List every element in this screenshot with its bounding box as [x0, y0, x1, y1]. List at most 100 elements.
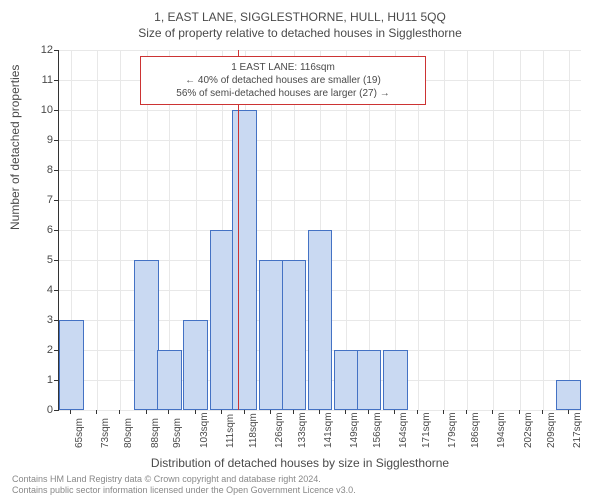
x-tick-mark [466, 410, 467, 414]
gridline-v [520, 50, 521, 410]
x-axis-label: Distribution of detached houses by size … [0, 456, 600, 470]
histogram-bar [59, 320, 84, 410]
y-tick-label: 10 [33, 104, 53, 116]
y-tick-label: 9 [33, 134, 53, 146]
x-tick-label: 141sqm [323, 412, 334, 448]
histogram-bar [232, 110, 257, 410]
x-tick-label: 126sqm [274, 412, 285, 448]
y-tick-mark [54, 50, 58, 51]
y-tick-label: 11 [33, 74, 53, 86]
y-tick-mark [54, 350, 58, 351]
x-tick-mark [270, 410, 271, 414]
gridline-v [569, 50, 570, 410]
x-tick-mark [492, 410, 493, 414]
x-tick-mark [168, 410, 169, 414]
info-box-line3: 56% of semi-detached houses are larger (… [149, 87, 417, 100]
x-tick-label: 171sqm [421, 412, 432, 448]
gridline-v [444, 50, 445, 410]
x-tick-label: 194sqm [496, 412, 507, 448]
x-tick-label: 164sqm [398, 412, 409, 448]
y-tick-mark [54, 230, 58, 231]
x-tick-mark [417, 410, 418, 414]
y-tick-mark [54, 110, 58, 111]
footer-attribution: Contains HM Land Registry data © Crown c… [12, 474, 588, 496]
x-tick-label: 133sqm [297, 412, 308, 448]
info-box-line1: 1 EAST LANE: 116sqm [149, 61, 417, 74]
y-tick-label: 7 [33, 194, 53, 206]
y-tick-mark [54, 320, 58, 321]
y-tick-label: 3 [33, 314, 53, 326]
y-axis-label: Number of detached properties [8, 65, 22, 230]
y-tick-label: 8 [33, 164, 53, 176]
chart-container: 1, EAST LANE, SIGGLESTHORNE, HULL, HU11 … [0, 0, 600, 500]
y-tick-mark [54, 290, 58, 291]
x-tick-mark [119, 410, 120, 414]
x-tick-label: 73sqm [100, 418, 111, 448]
y-tick-mark [54, 380, 58, 381]
y-tick-mark [54, 140, 58, 141]
histogram-bar [259, 260, 284, 410]
y-tick-label: 4 [33, 284, 53, 296]
reference-info-box: 1 EAST LANE: 116sqm ← 40% of detached ho… [140, 56, 426, 105]
x-tick-label: 156sqm [372, 412, 383, 448]
x-tick-label: 186sqm [470, 412, 481, 448]
y-tick-label: 12 [33, 44, 53, 56]
histogram-bar [383, 350, 408, 410]
x-tick-mark [70, 410, 71, 414]
y-tick-label: 1 [33, 374, 53, 386]
x-tick-mark [96, 410, 97, 414]
x-tick-mark [319, 410, 320, 414]
y-tick-mark [54, 260, 58, 261]
y-tick-label: 5 [33, 254, 53, 266]
histogram-bar [357, 350, 382, 410]
footer-line1: Contains HM Land Registry data © Crown c… [12, 474, 588, 485]
gridline-v [543, 50, 544, 410]
histogram-bar [210, 230, 235, 410]
chart-subtitle: Size of property relative to detached ho… [0, 24, 600, 40]
x-tick-mark [519, 410, 520, 414]
gridline-v [97, 50, 98, 410]
x-tick-label: 179sqm [447, 412, 458, 448]
x-tick-label: 65sqm [74, 418, 85, 448]
x-tick-label: 103sqm [199, 412, 210, 448]
y-tick-mark [54, 80, 58, 81]
y-tick-mark [54, 410, 58, 411]
footer-line2: Contains public sector information licen… [12, 485, 588, 496]
x-tick-mark [368, 410, 369, 414]
y-tick-label: 6 [33, 224, 53, 236]
histogram-bar [334, 350, 359, 410]
x-tick-mark [394, 410, 395, 414]
x-tick-label: 202sqm [523, 412, 534, 448]
gridline-v [493, 50, 494, 410]
x-tick-mark [542, 410, 543, 414]
gridline-h [59, 410, 581, 411]
x-tick-label: 95sqm [172, 418, 183, 448]
y-tick-mark [54, 170, 58, 171]
y-tick-label: 0 [33, 404, 53, 416]
x-tick-label: 209sqm [546, 412, 557, 448]
histogram-bar [183, 320, 208, 410]
x-tick-mark [221, 410, 222, 414]
y-tick-mark [54, 200, 58, 201]
x-tick-label: 118sqm [248, 413, 259, 448]
x-tick-mark [568, 410, 569, 414]
x-tick-label: 111sqm [225, 414, 236, 448]
histogram-bar [157, 350, 182, 410]
gridline-v [467, 50, 468, 410]
x-tick-mark [146, 410, 147, 414]
x-tick-mark [443, 410, 444, 414]
histogram-bar [134, 260, 159, 410]
histogram-bar [282, 260, 307, 410]
x-tick-mark [244, 410, 245, 414]
histogram-bar [556, 380, 581, 410]
x-tick-label: 80sqm [123, 418, 134, 448]
x-tick-label: 217sqm [572, 412, 583, 448]
x-tick-mark [293, 410, 294, 414]
info-box-line2: ← 40% of detached houses are smaller (19… [149, 74, 417, 87]
chart-title-address: 1, EAST LANE, SIGGLESTHORNE, HULL, HU11 … [0, 0, 600, 24]
histogram-bar [308, 230, 333, 410]
x-tick-mark [345, 410, 346, 414]
x-tick-mark [195, 410, 196, 414]
gridline-v [120, 50, 121, 410]
x-tick-label: 88sqm [150, 418, 161, 448]
